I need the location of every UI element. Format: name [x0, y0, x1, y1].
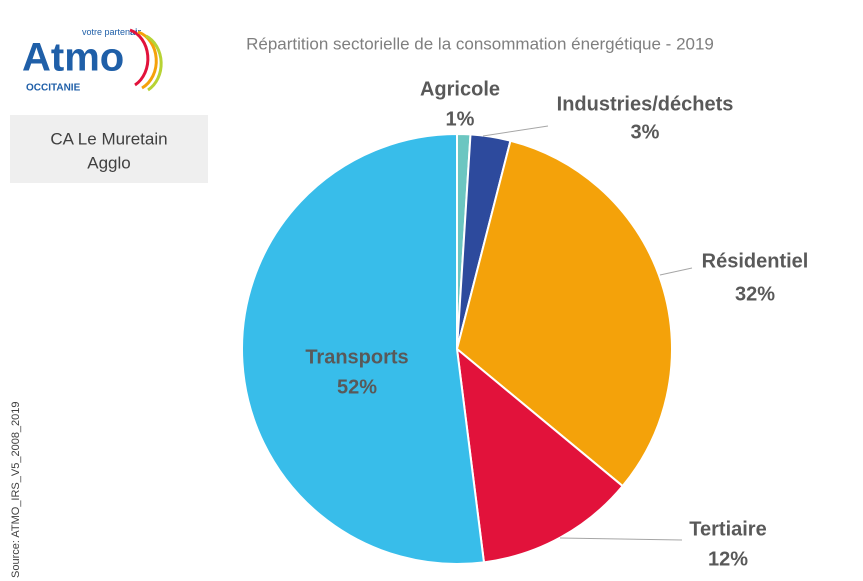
logo-arc: [145, 34, 163, 92]
slice-label: Agricole: [420, 78, 500, 100]
logo-name: Atmo: [22, 36, 124, 80]
chart-title: Répartition sectorielle de la consommati…: [246, 34, 714, 53]
value-label: 3%: [631, 121, 660, 143]
territory-box: [10, 115, 208, 183]
value-label: 52%: [337, 376, 377, 398]
slice-label: Résidentiel: [702, 250, 809, 272]
slice-label: Tertiaire: [689, 518, 766, 540]
leader-line: [482, 125, 549, 137]
value-label: 12%: [708, 548, 748, 570]
slice: [455, 346, 625, 564]
slice: [241, 132, 486, 565]
territory: CA Le Muretain: [50, 129, 167, 148]
logo-arc: [137, 30, 158, 90]
slice-label: Industries/déchets: [557, 93, 734, 115]
leader-line: [659, 267, 693, 276]
logo-tagline-a: votre parten: [82, 27, 130, 37]
slice-label: Transports: [305, 346, 408, 368]
slice: [455, 139, 673, 488]
source: Source: ATMO_IRS_V5_2008_2019: [10, 401, 22, 578]
leader-line: [559, 537, 683, 541]
logo-arc: [129, 28, 150, 87]
value-label: 32%: [735, 283, 775, 305]
logo: votre partenair Atmo OCCITANIE: [22, 27, 163, 94]
logo-region: OCCITANIE: [26, 83, 81, 94]
value-label: 1%: [446, 108, 475, 130]
territory: Agglo: [87, 153, 130, 172]
